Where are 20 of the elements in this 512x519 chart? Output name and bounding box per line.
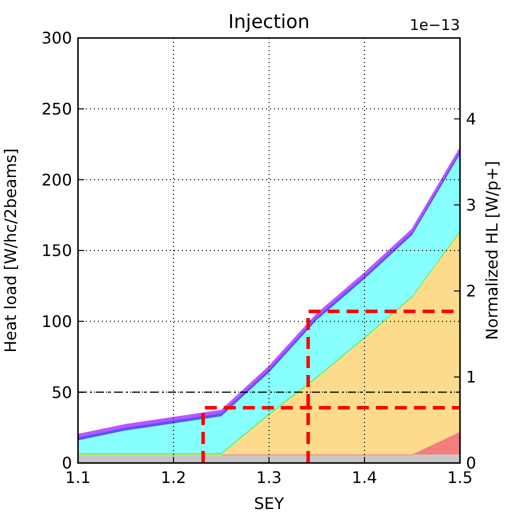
x-axis-title: SEY	[254, 494, 284, 513]
x-tick-label: 1.2	[160, 468, 186, 487]
x-tick-label: 1.5	[447, 468, 473, 487]
x-tick-label: 1.1	[65, 468, 91, 487]
y2-tick-label: 2	[466, 282, 476, 301]
x-tick-label: 1.4	[352, 468, 378, 487]
y-tick-label: 100	[41, 312, 72, 331]
y-tick-label: 300	[41, 28, 72, 48]
y2-axis-title: Normalized HL [W/p+]	[482, 160, 502, 340]
y-tick-label: 250	[41, 99, 72, 118]
y-tick-label: 150	[41, 241, 72, 260]
y2-tick-label: 1	[466, 368, 476, 387]
y-tick-label: 200	[41, 170, 72, 190]
y-tick-label: 50	[52, 382, 72, 402]
y-axis-title: Heat load [W/hc/2beams]	[1, 148, 20, 353]
y2-tick-label: 4	[466, 109, 476, 128]
chart-title: Injection	[228, 11, 310, 33]
x-tick-label: 1.3	[256, 468, 282, 487]
y2-tick-label: 3	[466, 196, 476, 215]
text: 1e−13	[410, 16, 460, 34]
